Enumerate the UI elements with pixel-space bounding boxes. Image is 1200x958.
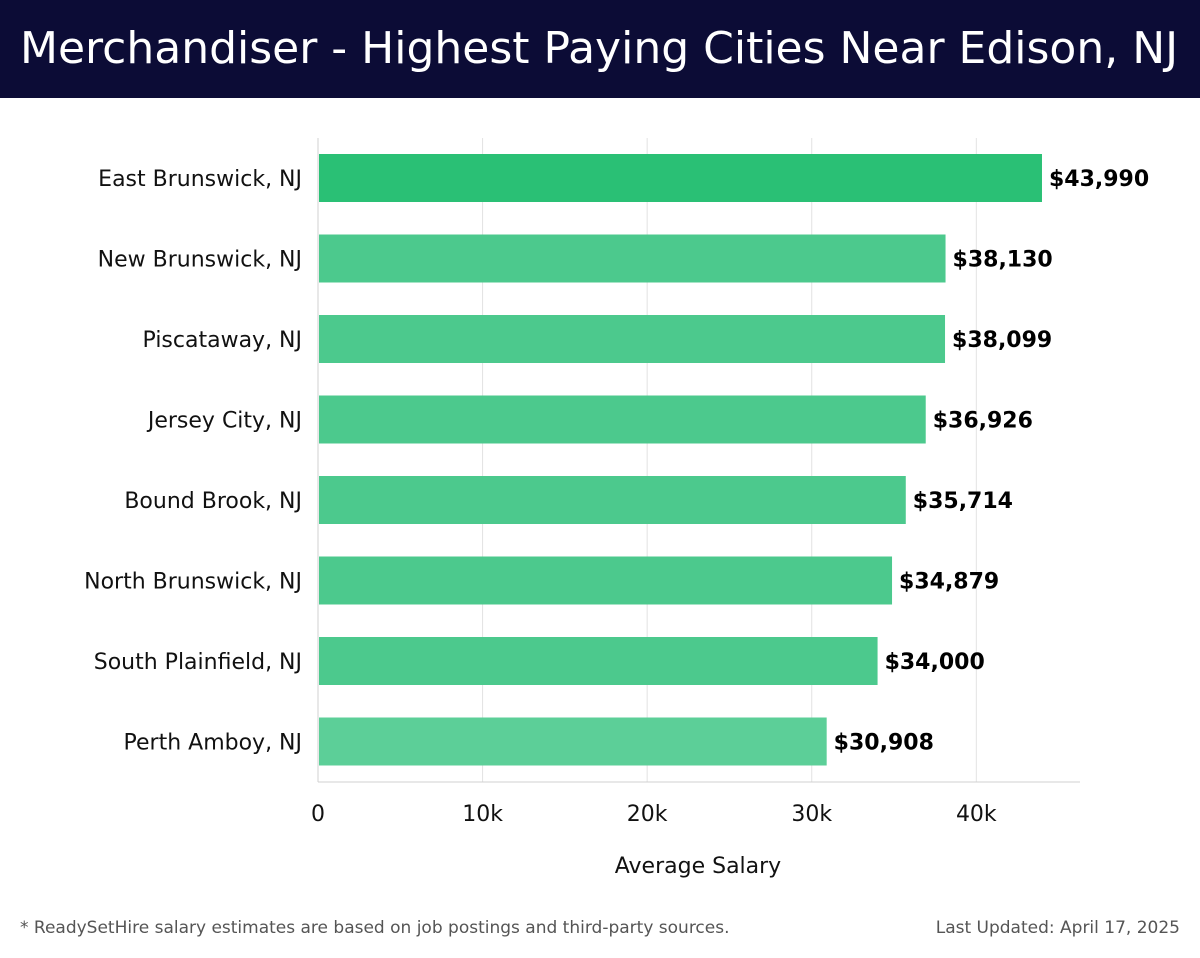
footer-disclaimer: * ReadySetHire salary estimates are base… (20, 918, 730, 938)
bar (319, 637, 878, 685)
x-tick-label: 20k (627, 802, 668, 827)
x-tick-label: 10k (462, 802, 503, 827)
value-label: $30,908 (834, 731, 934, 756)
bar (319, 154, 1042, 202)
category-label: South Plainfield, NJ (94, 650, 302, 675)
salary-bar-chart: East Brunswick, NJ $43,990 New Brunswick, … (84, 138, 1149, 879)
category-label: New Brunswick, NJ (98, 248, 302, 273)
page-title: Merchandiser - Highest Paying Cities Nea… (20, 23, 1179, 74)
header-bar: Merchandiser - Highest Paying Cities Nea… (0, 0, 1200, 98)
x-axis: 0 10k 20k 30k 40k (311, 138, 1080, 827)
category-label: Piscataway, NJ (143, 328, 302, 353)
value-label: $38,099 (952, 328, 1052, 353)
x-axis-title: Average Salary (615, 854, 781, 879)
value-label: $34,000 (885, 650, 985, 675)
value-label: $38,130 (953, 248, 1053, 273)
category-label: Perth Amboy, NJ (124, 731, 302, 756)
bar (319, 315, 946, 363)
bar (319, 476, 906, 524)
bar (319, 234, 946, 283)
value-label: $43,990 (1049, 167, 1149, 192)
category-label: East Brunswick, NJ (98, 167, 302, 192)
x-tick-label: 40k (956, 802, 997, 827)
bar (319, 717, 827, 766)
last-updated: Last Updated: April 17, 2025 (935, 918, 1180, 938)
bars: East Brunswick, NJ $43,990 New Brunswick, … (84, 154, 1149, 766)
bar (319, 556, 893, 605)
category-label: Bound Brook, NJ (124, 489, 302, 514)
category-label: North Brunswick, NJ (84, 570, 302, 595)
x-tick-label: 0 (311, 802, 325, 827)
value-label: $34,879 (899, 570, 999, 595)
value-label: $36,926 (933, 409, 1033, 434)
bar (319, 395, 926, 444)
x-tick-label: 30k (791, 802, 832, 827)
category-label: Jersey City, NJ (146, 409, 302, 434)
value-label: $35,714 (913, 489, 1013, 514)
